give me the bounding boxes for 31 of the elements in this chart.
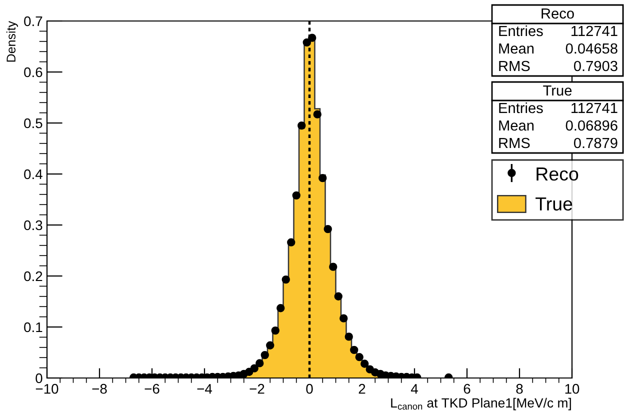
x-tick-label: 8 xyxy=(516,384,523,394)
legend-label: Reco xyxy=(536,168,578,181)
y-tick-label: 0.4 xyxy=(24,169,42,180)
y-tick-label: 0.7 xyxy=(24,16,42,26)
text: Entries 112741 xyxy=(499,102,618,114)
text: RMS 0.7879 xyxy=(499,138,618,148)
y-tick-label: 0.5 xyxy=(24,118,42,128)
x-tick-label: 4 xyxy=(410,384,418,394)
legend-label: True xyxy=(536,197,572,211)
x-tick-label: −10 xyxy=(36,384,58,394)
y-axis-title: Density xyxy=(6,21,18,62)
y-tick-label: 0.1 xyxy=(24,322,42,332)
x-tick-label: −4 xyxy=(197,384,212,394)
y-tick-label: 0.2 xyxy=(24,271,42,282)
x-tick-label: 2 xyxy=(358,384,366,394)
y-tick-label: 0.3 xyxy=(24,220,42,230)
x-axis-title: L$_{canon}$ at TKD Plane1[MeV/c m] xyxy=(391,398,571,410)
annotation: True xyxy=(543,85,572,96)
text: Reco xyxy=(542,8,574,19)
text: RMS 0.7903 xyxy=(499,60,618,72)
x-tick-label: −8 xyxy=(92,384,107,394)
y-tick-label: 0 xyxy=(36,373,42,384)
y-tick-label: 0.6 xyxy=(24,67,42,78)
text: Mean 0.04658 xyxy=(499,43,618,54)
x-tick-label: −6 xyxy=(144,384,160,394)
x-tick-label: 0 xyxy=(306,384,313,394)
x-tick-label: 6 xyxy=(464,384,470,394)
x-tick-label: −2 xyxy=(250,384,264,394)
text: Entries 112741 xyxy=(499,25,618,36)
text: Mean 0.06896 xyxy=(499,120,618,131)
x-tick-label: 10 xyxy=(565,384,580,394)
